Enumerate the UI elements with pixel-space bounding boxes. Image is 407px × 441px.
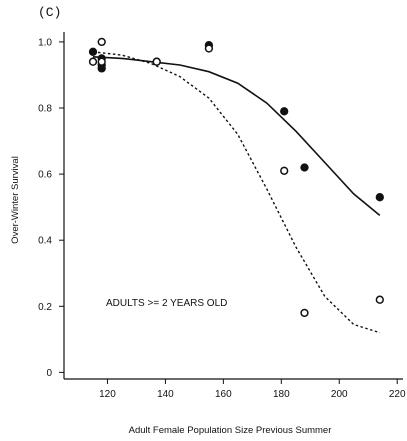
y-tick-label: 1.0 bbox=[38, 37, 52, 48]
filled-point bbox=[300, 163, 309, 172]
open-point bbox=[97, 57, 106, 66]
open-point bbox=[375, 295, 384, 304]
data-points bbox=[88, 37, 384, 318]
x-tick-label: 160 bbox=[215, 389, 232, 400]
y-tick-label: 0.6 bbox=[38, 170, 52, 181]
fitted-curves bbox=[92, 51, 381, 334]
filled-point bbox=[375, 193, 384, 202]
open-point bbox=[300, 308, 309, 318]
filled-point bbox=[97, 64, 106, 73]
x-tick-label: 120 bbox=[99, 389, 116, 400]
y-axis-title: Over-Winter Survival bbox=[10, 156, 21, 244]
y-tick-label: 0.2 bbox=[38, 302, 52, 313]
filled-point bbox=[280, 107, 289, 116]
x-axis-title: Adult Female Population Size Previous Su… bbox=[129, 425, 332, 436]
annotation-label: ADULTS >= 2 YEARS OLD bbox=[106, 298, 227, 309]
x-tick-label: 220 bbox=[389, 389, 406, 400]
open-point bbox=[88, 57, 98, 66]
panel-label: (C) bbox=[38, 5, 61, 20]
x-tick-label: 200 bbox=[331, 389, 348, 400]
filled-point bbox=[88, 47, 98, 56]
open-point bbox=[97, 37, 106, 47]
y-tick-label: 0 bbox=[46, 368, 52, 379]
open-point bbox=[152, 57, 161, 66]
open-point bbox=[204, 44, 214, 53]
y-tick-label: 0.8 bbox=[38, 104, 52, 115]
x-tick-label: 180 bbox=[273, 389, 290, 400]
axes: 0 0.2 0.4 0.6 0.8 1.0 120 140 160 180 200 220 bbox=[38, 32, 406, 400]
open-point bbox=[280, 166, 289, 175]
solid-fit-curve bbox=[92, 56, 381, 217]
y-tick-label: 0.4 bbox=[38, 236, 52, 247]
dotted-fit-curve bbox=[92, 51, 381, 334]
x-tick-label: 140 bbox=[157, 389, 174, 400]
